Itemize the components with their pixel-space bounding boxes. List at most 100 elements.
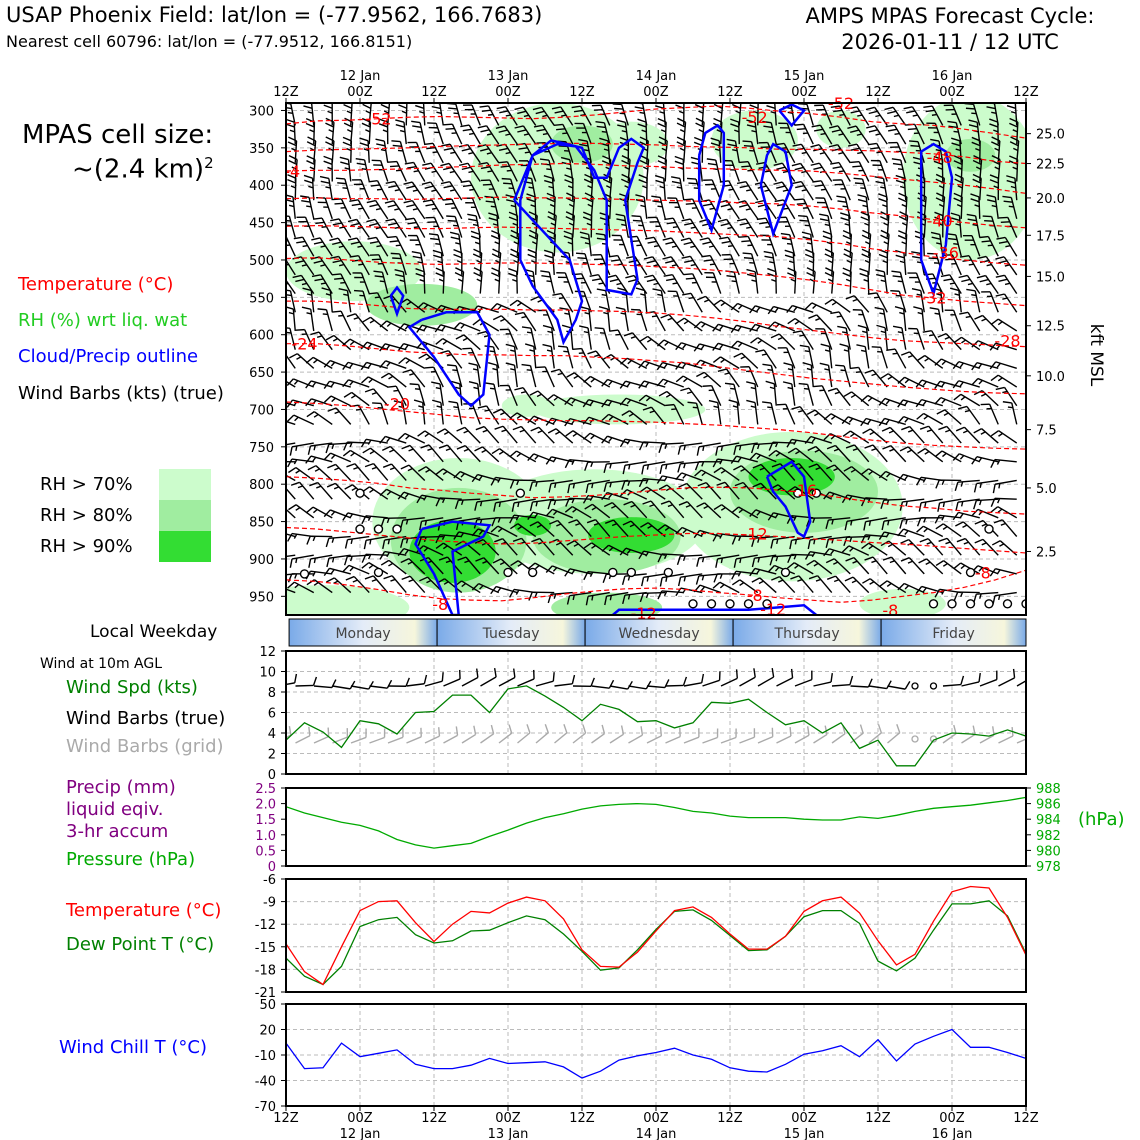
wind-barb-feather bbox=[563, 350, 569, 353]
wind-barb bbox=[477, 383, 481, 406]
wind-barb bbox=[365, 553, 388, 556]
wind-barb-feather bbox=[514, 311, 524, 316]
wind-barb-feather bbox=[372, 402, 382, 405]
wind-barb-feather bbox=[342, 338, 351, 346]
wind-barb-feather bbox=[973, 483, 978, 493]
wind-barb-feather bbox=[615, 306, 625, 310]
wind-barb-feather bbox=[350, 452, 355, 457]
wind-barb-feather bbox=[435, 338, 444, 345]
wind-speed-line bbox=[286, 685, 1026, 767]
wind-barb-feather bbox=[642, 406, 652, 411]
wind-barb bbox=[958, 511, 980, 519]
wind-barb-feather bbox=[887, 110, 897, 115]
precip-axis: 00.51.01.52.02.5 bbox=[255, 782, 286, 875]
wind-barb-feather bbox=[986, 194, 996, 198]
wind-barb-feather bbox=[480, 166, 490, 170]
wind-barb-feather bbox=[436, 428, 446, 434]
wind-barb bbox=[522, 125, 537, 145]
wind-barb-feather bbox=[804, 302, 813, 310]
wind-barb-feather bbox=[277, 446, 278, 451]
wind-barb-feather bbox=[550, 222, 556, 226]
wind-barb-feather bbox=[528, 234, 538, 240]
wind-barb-feather bbox=[885, 124, 895, 128]
wind-barb bbox=[522, 106, 537, 126]
wind-barb-feather bbox=[616, 282, 622, 286]
wind-barb-feather bbox=[301, 306, 311, 310]
wind-barb-feather bbox=[312, 456, 317, 462]
wind-barb-feather bbox=[441, 306, 446, 312]
rh-region-70 bbox=[532, 394, 706, 425]
wind-barb-feather bbox=[836, 195, 846, 199]
wind-barb bbox=[953, 310, 962, 332]
wind-barb-feather bbox=[344, 539, 349, 549]
wind-barb-feather bbox=[291, 166, 297, 170]
wind-barb-feather bbox=[916, 354, 926, 362]
pressure-tick-label: 300 bbox=[249, 104, 274, 119]
wind-barb bbox=[806, 104, 814, 126]
wind-barb-feather bbox=[352, 579, 358, 583]
wind-barb bbox=[974, 215, 981, 238]
wind-barb-feather bbox=[536, 393, 542, 398]
wind-barb-feather bbox=[276, 587, 279, 591]
wind-barb-feather bbox=[685, 277, 695, 280]
wind-barb bbox=[629, 410, 648, 425]
rh70-label: RH > 70% bbox=[40, 474, 133, 495]
wind-barb bbox=[890, 556, 907, 575]
wind-barb-feather bbox=[594, 327, 604, 330]
wind-barb-feather bbox=[291, 147, 297, 152]
wind-barb bbox=[791, 438, 814, 444]
wind-barb-feather bbox=[878, 418, 886, 427]
wind-barb-feather bbox=[978, 363, 983, 369]
wind-barb bbox=[921, 379, 943, 388]
wind-barb-feather bbox=[665, 241, 675, 245]
wind-barb-feather bbox=[1009, 117, 1019, 123]
wind-barb-feather bbox=[832, 166, 842, 169]
wind-barb-feather bbox=[794, 123, 804, 126]
wind-barb-feather bbox=[436, 405, 442, 409]
wind-barb bbox=[471, 198, 481, 220]
wind-barb-feather bbox=[656, 378, 664, 387]
wind-barb-feather bbox=[738, 535, 742, 542]
wind-barb-feather bbox=[447, 364, 457, 367]
wind-barb-feather bbox=[1008, 205, 1014, 208]
wind-barb-feather bbox=[924, 501, 927, 508]
wind-barb-feather bbox=[536, 366, 546, 369]
wind-barb bbox=[830, 413, 851, 426]
wind-barb-feather bbox=[786, 305, 793, 313]
wind-barb-feather bbox=[461, 147, 471, 152]
wind-barb-feather bbox=[690, 226, 696, 229]
wind-barb-feather bbox=[952, 380, 960, 389]
wind-barb-feather bbox=[368, 292, 378, 295]
wind-barb-feather bbox=[948, 125, 958, 129]
wind-barb-feather bbox=[882, 556, 892, 561]
wind-barb bbox=[624, 461, 647, 466]
wind-barb-feather bbox=[888, 430, 894, 434]
surface-barb-grid-feather bbox=[582, 724, 587, 734]
wind-barb bbox=[720, 467, 740, 482]
wind-barb-feather bbox=[490, 586, 497, 595]
wind-barb-feather bbox=[535, 481, 538, 487]
wind-barb bbox=[775, 449, 796, 463]
wind-barb-feather bbox=[926, 541, 932, 545]
wind-barb-feather bbox=[368, 180, 378, 183]
wind-barb-feather bbox=[517, 129, 527, 133]
wind-barb-feather bbox=[804, 350, 810, 353]
isotherm-label: -8 bbox=[432, 595, 448, 614]
calm-circle bbox=[373, 567, 384, 578]
wind-barb-feather bbox=[845, 241, 852, 245]
wind-barb-feather bbox=[659, 111, 665, 114]
wind-barb bbox=[523, 312, 537, 332]
wind-barb bbox=[680, 361, 703, 370]
wind-barb-feather bbox=[756, 161, 766, 165]
wind-barb-feather bbox=[806, 559, 815, 566]
wind-barb bbox=[570, 327, 574, 350]
wind-barb-feather bbox=[323, 104, 333, 109]
wind-barb-feather bbox=[899, 260, 905, 264]
wind-barb-feather bbox=[991, 540, 1001, 546]
isotherm bbox=[286, 162, 1026, 194]
wind-barb-feather bbox=[813, 539, 816, 545]
wind-barb-feather bbox=[309, 129, 315, 133]
wind-barb bbox=[872, 369, 888, 388]
wind-barb-feather bbox=[846, 259, 852, 264]
